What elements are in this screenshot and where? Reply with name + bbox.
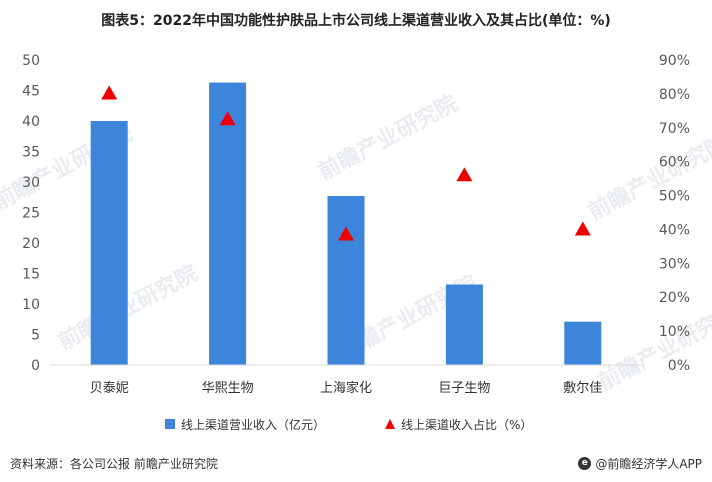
y-left-tick-label: 5	[31, 328, 40, 344]
brand-label: @前瞻经济学人APP	[595, 457, 702, 471]
y-right-tick-label: 60%	[659, 155, 690, 171]
chart-title: 图表5：2022年中国功能性护肤品上市公司线上渠道营业收入及其占比(单位：%)	[101, 13, 611, 29]
brand-logo-icon: e	[578, 457, 592, 470]
y-left-tick-label: 45	[22, 84, 40, 100]
y-right-tick-label: 40%	[659, 222, 690, 238]
y-right-tick-label: 80%	[659, 87, 690, 103]
x-tick-label: 巨子生物	[438, 381, 490, 396]
marker-point	[219, 111, 236, 126]
bar	[327, 196, 365, 365]
y-right-tick-label: 30%	[659, 256, 690, 272]
y-left-tick-label: 30	[22, 175, 40, 191]
legend-bar-label: 线上渠道营业收入（亿元）	[181, 417, 325, 432]
y-right-tick-label: 90%	[659, 53, 690, 69]
bar	[564, 321, 602, 365]
y-right-tick-label: 50%	[659, 189, 690, 205]
chart-canvas: 0 5 10 15 20 25 30 35 40 45 50 0% 10% 20% 30% 40% 50% 60%…	[22, 53, 690, 432]
marker-point	[338, 226, 354, 241]
legend-bar-swatch	[165, 419, 175, 429]
marker-point	[456, 167, 473, 182]
bar	[209, 82, 247, 365]
y-left-tick-label: 35	[22, 145, 40, 161]
marker-point	[574, 221, 591, 236]
x-tick-label: 上海家化	[320, 380, 372, 396]
brand-credit: e @前瞻经济学人APP	[578, 455, 702, 472]
legend-marker-label: 线上渠道收入占比（%）	[401, 417, 532, 432]
x-tick-label: 华熙生物	[202, 381, 254, 396]
y-left-tick-label: 40	[22, 114, 40, 130]
x-tick-label: 贝泰妮	[90, 381, 129, 396]
bar	[90, 121, 128, 365]
source-note: 资料来源：各公司公报 前瞻产业研究院	[10, 457, 218, 471]
y-left-tick-label: 50	[22, 53, 40, 69]
bar	[445, 284, 483, 365]
marker-point	[101, 85, 118, 100]
y-left-tick-label: 15	[22, 267, 40, 283]
y-right-tick-label: 10%	[659, 324, 690, 340]
y-left-tick-label: 0	[31, 358, 40, 374]
y-left-tick-label: 10	[22, 297, 40, 313]
y-left-tick-label: 20	[22, 236, 40, 252]
y-left-tick-label: 25	[22, 206, 40, 222]
y-right-tick-label: 0%	[668, 358, 690, 374]
y-right-tick-label: 70%	[659, 121, 690, 137]
y-right-tick-label: 20%	[659, 290, 690, 306]
x-tick-label: 敷尔佳	[563, 381, 602, 396]
legend-marker-swatch	[385, 419, 395, 429]
